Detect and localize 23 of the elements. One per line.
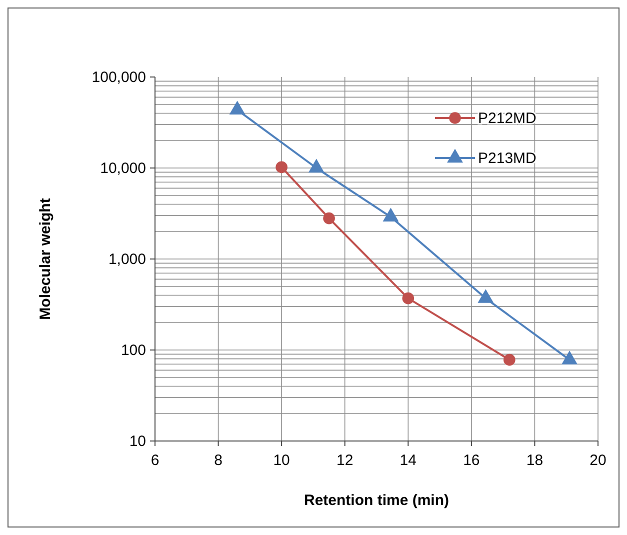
x-tick-label: 16: [463, 452, 480, 469]
x-tick-label: 6: [150, 452, 160, 469]
x-tick-label: 18: [526, 452, 544, 469]
legend-label: P212MD: [478, 110, 537, 127]
y-tick-label: 100: [120, 342, 146, 359]
point: [229, 100, 246, 114]
y-tick-label: 10: [129, 433, 146, 450]
x-axis-title: Retention time (min): [304, 492, 449, 509]
x-tick-label: 20: [590, 452, 606, 469]
x-tick-label: 8: [214, 452, 222, 469]
point: [478, 289, 494, 303]
y-tick-label: 1,000: [108, 251, 146, 268]
legend-label: P213MD: [478, 150, 537, 167]
point: [382, 208, 399, 222]
point: [503, 354, 516, 366]
x-tick-label: 10: [273, 452, 290, 469]
x-tick-label: 12: [336, 452, 354, 469]
x-tick-label: 14: [400, 452, 416, 469]
point: [402, 292, 414, 304]
y-axis-title: Molecular weight: [37, 198, 54, 320]
y-tick-label: 10,000: [100, 160, 146, 177]
y-tick-label: 100,000: [92, 69, 146, 86]
point: [308, 158, 324, 173]
